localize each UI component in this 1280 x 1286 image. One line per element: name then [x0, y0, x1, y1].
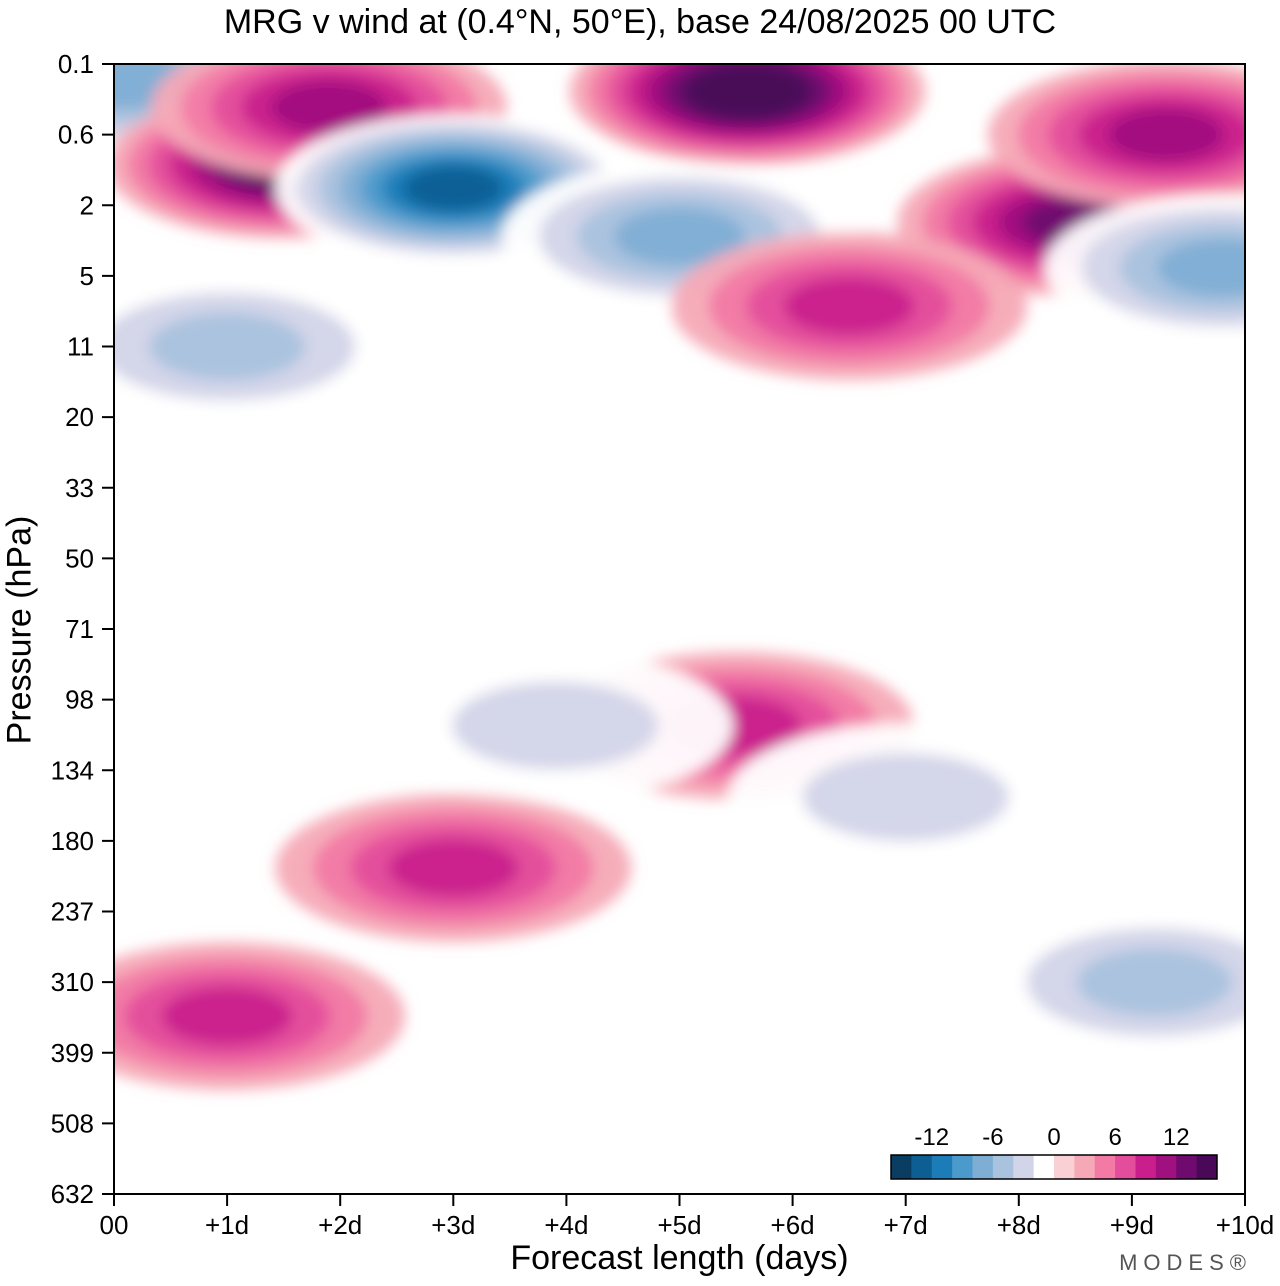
colorbar-swatch: [1094, 1155, 1116, 1179]
x-tick-label: +10d: [1216, 1210, 1275, 1240]
contour-region-strat-pos-6d-8: [700, 69, 795, 113]
x-tick-label: +5d: [657, 1210, 701, 1240]
y-tick-label: 71: [65, 614, 94, 644]
x-tick-label: +1d: [205, 1210, 249, 1240]
contour-region-strat-neg-5d-4: [614, 207, 745, 266]
colorbar-frame: [890, 1154, 1218, 1180]
x-tick-label: +4d: [544, 1210, 588, 1240]
x-tick-label: +9d: [1110, 1210, 1154, 1240]
colorbar-swatch: [931, 1155, 953, 1179]
contour-region-pos-1d-350hPa-4: [161, 987, 293, 1046]
chart-title: MRG v wind at (0.4°N, 50°E), base 24/08/…: [223, 3, 1057, 41]
colorbar-swatch: [1013, 1155, 1035, 1179]
x-tick-label: +7d: [884, 1210, 928, 1240]
colorbar-swatch: [911, 1155, 933, 1179]
x-axis: 00 +1d +2d +3d +4d +5d +6d +7d +8d +9d +10d: [100, 1194, 1275, 1240]
y-tick-label: 632: [51, 1179, 94, 1209]
colorbar-tick-label: -6: [982, 1124, 1003, 1151]
x-axis-label: Forecast length (days): [510, 1239, 849, 1277]
contour-region-neg-7d-150hPa-2: [802, 753, 1009, 842]
contour-region-neg-11hPa-band-3: [149, 312, 306, 381]
colorbar-swatch: [1155, 1155, 1177, 1179]
y-tick-label: 508: [51, 1108, 94, 1138]
y-tick-label: 50: [65, 543, 94, 573]
y-tick-label: 33: [65, 473, 94, 503]
colorbar: -12 -6 0 6 12: [890, 1124, 1218, 1180]
colorbar-swatch: [1135, 1155, 1157, 1179]
colorbar-swatch: [1196, 1155, 1218, 1179]
y-tick-label: 310: [51, 967, 94, 997]
x-tick-label: 00: [100, 1210, 129, 1240]
colorbar-tick-label: 6: [1108, 1124, 1121, 1151]
x-tick-label: +3d: [431, 1210, 475, 1240]
y-tick-label: 0.6: [58, 120, 94, 150]
modes-logo: MODES®: [1119, 1250, 1252, 1275]
colorbar-swatch: [1176, 1155, 1198, 1179]
colorbar-swatch: [1033, 1155, 1055, 1179]
colorbar-swatch: [1115, 1155, 1136, 1179]
y-tick-label: 2: [80, 190, 94, 220]
contour-region-strat-neg-3d-7: [403, 165, 503, 211]
y-axis: 0.1 0.6 2 5 11 20 33 50 71 98 134 180 237 310 399 508 63…: [51, 49, 114, 1209]
contour-region-neg-9d-300hPa-3: [1076, 948, 1233, 1017]
contour-region-strat-pos-1.8d-5: [270, 81, 387, 134]
colorbar-tick-label: -12: [914, 1124, 949, 1151]
x-tick-label: +8d: [997, 1210, 1041, 1240]
y-tick-label: 180: [51, 826, 94, 856]
colorbar-swatch: [891, 1155, 912, 1179]
contour-field: [114, 64, 1245, 1091]
y-tick-label: 98: [65, 685, 94, 715]
y-tick-label: 0.1: [58, 49, 94, 79]
y-tick-label: 20: [65, 402, 94, 432]
contour-region-neg-10d-5hPa-4: [1156, 238, 1245, 297]
colorbar-swatch: [992, 1155, 1014, 1179]
y-tick-label: 237: [51, 897, 94, 927]
contour-region-pos-6d-7hPa-4: [783, 277, 915, 336]
x-tick-label: +2d: [318, 1210, 362, 1240]
contour-region-trop-pos-2-4d-4: [387, 838, 519, 897]
x-tick-label: +6d: [771, 1210, 815, 1240]
colorbar-swatch: [1054, 1155, 1075, 1179]
y-tick-label: 134: [51, 755, 94, 785]
y-tick-label: 5: [80, 261, 94, 291]
contour-blobs: [114, 64, 1245, 1091]
contour-region-neg-4d-110hPa-2: [452, 681, 659, 770]
colorbar-tick-label: 0: [1047, 1124, 1060, 1151]
contour-region-strat-pos-9d-top-5: [1107, 108, 1224, 161]
y-tick-label: 11: [67, 332, 94, 362]
y-tick-label: 399: [51, 1038, 94, 1068]
colorbar-swatch: [972, 1155, 994, 1179]
colorbar-tick-label: 12: [1163, 1124, 1190, 1151]
colorbar-swatch: [952, 1155, 973, 1179]
colorbar-swatch: [1074, 1155, 1096, 1179]
